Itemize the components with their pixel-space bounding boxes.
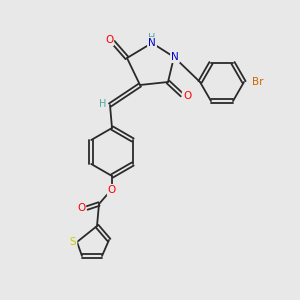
Text: O: O bbox=[105, 35, 113, 45]
Text: O: O bbox=[108, 185, 116, 195]
Text: N: N bbox=[171, 52, 179, 62]
Text: H: H bbox=[99, 99, 107, 109]
Text: Br: Br bbox=[252, 77, 263, 87]
Text: N: N bbox=[148, 38, 156, 48]
Text: H: H bbox=[148, 33, 156, 43]
Text: O: O bbox=[183, 91, 191, 101]
Text: S: S bbox=[70, 237, 76, 247]
Text: O: O bbox=[77, 203, 85, 213]
